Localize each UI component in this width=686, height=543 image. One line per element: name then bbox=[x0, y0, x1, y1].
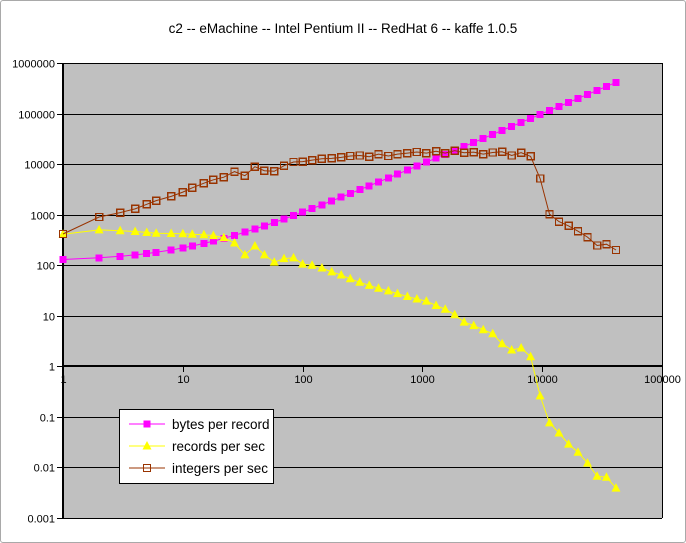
y-axis-tick-label: 1000 bbox=[31, 211, 55, 223]
y-axis-tick-label: 0.01 bbox=[34, 463, 55, 475]
legend-item-label: integers per sec bbox=[172, 460, 269, 476]
x-axis-tick-label: 100 bbox=[294, 374, 312, 386]
y-axis-tick-label: 10000 bbox=[24, 160, 55, 172]
y-axis-tick-label: 0.1 bbox=[40, 413, 55, 425]
chart-title: c2 -- eMachine -- Intel Pentium II -- Re… bbox=[168, 21, 518, 36]
legend-item-label: bytes per record bbox=[172, 416, 270, 432]
square-open-marker-icon bbox=[129, 463, 165, 473]
legend: bytes per record records per sec integers … bbox=[119, 409, 274, 484]
y-axis-tick-label: 1 bbox=[49, 362, 55, 374]
x-axis-tick-label: 1000 bbox=[410, 374, 434, 386]
legend-item-records-per-sec: records per sec bbox=[120, 435, 273, 457]
x-axis-tick-label: 100000 bbox=[644, 374, 681, 386]
y-axis-tick-label: 0.001 bbox=[27, 514, 55, 526]
series-markers-bytes-per-record bbox=[59, 78, 620, 263]
series-markers-integers-per-sec bbox=[58, 146, 621, 255]
legend-item-bytes-per-record: bytes per record bbox=[120, 413, 273, 435]
x-axis-tick-label: 10 bbox=[177, 374, 189, 386]
y-axis-tick-label: 100 bbox=[37, 261, 55, 273]
square-marker-icon bbox=[129, 420, 165, 428]
legend-item-integers-per-sec: integers per sec bbox=[120, 457, 273, 479]
x-axis-tick-label: 1 bbox=[60, 374, 66, 386]
triangle-marker-icon bbox=[129, 441, 165, 450]
legend-item-label: records per sec bbox=[172, 438, 266, 454]
series-markers-records-per-sec bbox=[58, 224, 621, 492]
y-axis-tick-label: 100000 bbox=[18, 110, 55, 122]
y-axis-tick-label: 1000000 bbox=[12, 59, 55, 71]
y-axis-tick-label: 10 bbox=[43, 312, 55, 324]
x-axis-tick-label: 10000 bbox=[527, 374, 558, 386]
